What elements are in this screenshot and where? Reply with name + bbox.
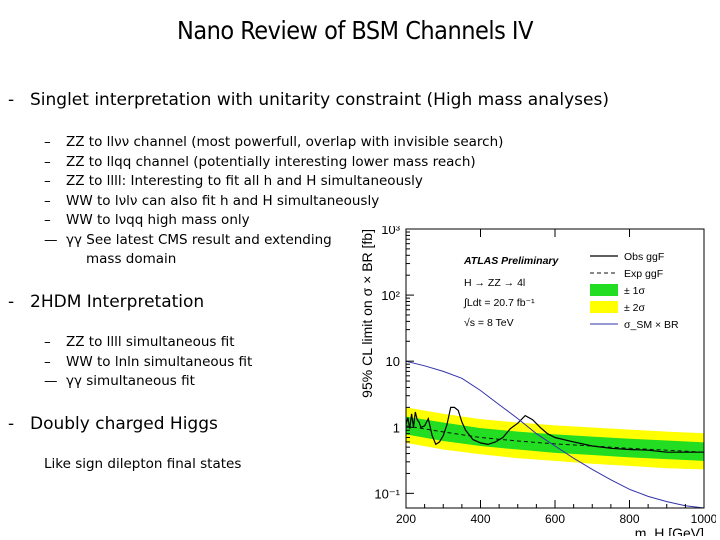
legend-label: Obs ggF: [624, 251, 664, 263]
y-tick-label: 10: [386, 354, 400, 369]
section-heading-text: Singlet interpretation with unitarity co…: [30, 90, 609, 110]
bullet-text: WW to lnln simultaneous fit: [66, 353, 253, 370]
legend-label: σ_SM × BR: [624, 319, 679, 331]
bullet-dash: —: [44, 231, 58, 248]
bullet-text: ZZ to llll: Interesting to fit all h and…: [66, 173, 423, 189]
bullet-text: mass domain: [86, 251, 177, 267]
legend-label: Exp ggF: [624, 268, 663, 280]
section-heading-singlet: - Singlet interpretation with unitarity c…: [8, 90, 609, 110]
bullet-text: WW to lνlν can also fit h and H simultan…: [66, 192, 380, 209]
series-line-sm: [406, 360, 704, 508]
channel-label: H → ZZ → 4l: [464, 277, 525, 289]
x-tick-label: 800: [619, 512, 639, 526]
section-heading-2hdm: -2HDM Interpretation: [8, 292, 204, 312]
list-item: – WW to lnln simultaneous fit: [44, 353, 252, 373]
x-tick-label: 1000: [691, 512, 716, 526]
y-axis-label: 95% CL limit on σ × BR [fb]: [359, 229, 375, 398]
section-heading-doubly-charged: - Doubly charged Higgs: [8, 414, 218, 434]
section-heading-text: 2HDM Interpretation: [30, 292, 205, 312]
singlet-bullet-list: – ZZ to llνν channel (most powerfull, ove…: [44, 133, 503, 270]
list-item: – ZZ to llll simultaneous fit: [44, 333, 252, 353]
bullet-text: ZZ to llνν channel (most powerfull, over…: [66, 134, 504, 150]
bullet-dash: –: [44, 192, 51, 209]
list-item: – WW to lνlν can also fit h and H simulta…: [44, 192, 503, 212]
list-item: – ZZ to llqq channel (potentially interes…: [44, 153, 503, 173]
bullet-dash: –: [44, 334, 51, 350]
legend-label: ± 1σ: [624, 285, 646, 297]
series-line-expected: [406, 425, 704, 453]
x-tick-label: 400: [470, 512, 490, 526]
list-item: – WW to lνqq high mass only: [44, 211, 503, 231]
bullet-text: γγ simultaneous fit: [66, 373, 195, 389]
bullet-text: ZZ to llll simultaneous fit: [66, 334, 235, 350]
list-item: – ZZ to llll: Interesting to fit all h an…: [44, 172, 503, 192]
bullet-dash: –: [44, 173, 51, 189]
list-item: — γγ See latest CMS result and extending: [44, 231, 503, 251]
legend-swatch: [590, 301, 618, 313]
y-tick-label: 1: [393, 420, 400, 435]
section-heading-text: Doubly charged Higgs: [30, 414, 218, 434]
bullet-dash: –: [44, 153, 51, 170]
y-tick-label: 10²: [381, 288, 400, 303]
list-item: – ZZ to llνν channel (most powerfull, ove…: [44, 133, 503, 153]
bullet-dash: —: [44, 373, 58, 389]
y-tick-label: 10³: [381, 226, 400, 237]
section-dash: -: [8, 414, 15, 434]
bullet-dash: –: [44, 212, 51, 228]
bullet-dash: –: [44, 353, 51, 370]
bullet-text: γγ See latest CMS result and extending: [66, 231, 332, 248]
legend-label: ± 2σ: [624, 302, 646, 314]
limit-plot: 200 400 600 800 1000 10⁻¹ 1 10 10² 10³ m_H [GeV] 95…: [359, 226, 716, 536]
2hdm-bullet-list: – ZZ to llll simultaneous fit – WW to lnln…: [44, 333, 252, 392]
atlas-label: ATLAS Preliminary: [463, 255, 559, 267]
list-item: — γγ simultaneous fit: [44, 372, 252, 392]
section-dash: -: [8, 292, 15, 312]
plot-area: [406, 229, 704, 508]
plot-axes: 200 400 600 800 1000 10⁻¹ 1 10 10² 10³ m_H [GeV] 95…: [359, 226, 716, 536]
series-line-observed: [406, 406, 704, 453]
list-item-continuation: mass domain: [44, 250, 503, 270]
plot-legend: ATLAS Preliminary H → ZZ → 4l ∫Ldt = 20.7 …: [463, 251, 679, 331]
x-tick-label: 200: [396, 512, 416, 526]
bullet-text: ZZ to llqq channel (potentially interest…: [66, 153, 476, 170]
y-tick-label: 10⁻¹: [374, 486, 400, 501]
x-tick-label: 600: [545, 512, 565, 526]
bullet-text: WW to lνqq high mass only: [66, 212, 250, 228]
x-axis-label: m_H [GeV]: [635, 525, 704, 536]
legend-swatch: [590, 284, 618, 296]
doubly-charged-note: Like sign dilepton final states: [44, 456, 242, 472]
section-dash: -: [8, 90, 15, 110]
energy-label: √s = 8 TeV: [464, 317, 514, 329]
slide-title: Nano Review of BSM Channels IV: [177, 16, 533, 45]
bullet-dash: –: [44, 134, 51, 150]
lumi-label: ∫Ldt = 20.7 fb⁻¹: [463, 297, 535, 309]
